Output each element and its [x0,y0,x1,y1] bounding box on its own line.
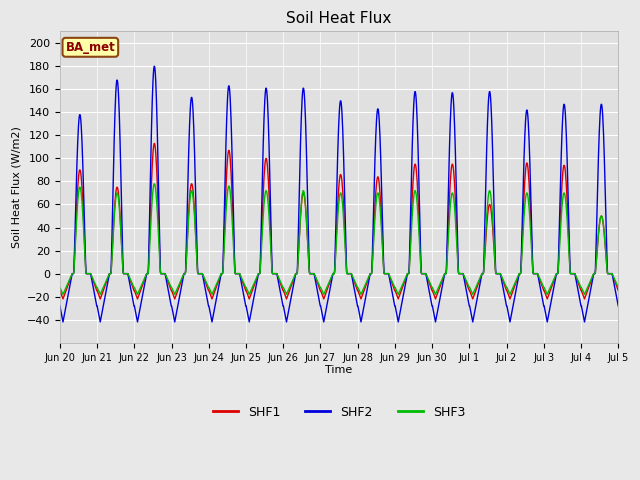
SHF2 [500,287,508,292]
Line: SHF1: SHF1 [60,144,618,299]
SHF1 [168,288,175,293]
Text: BA_met: BA_met [65,41,115,54]
SHF2 [614,303,622,309]
Line: SHF2: SHF2 [60,66,618,322]
SHF3 [243,287,251,293]
Line: SHF3: SHF3 [60,184,618,294]
SHF3 [181,271,189,276]
SHF2 [150,63,158,69]
SHF1 [549,281,557,287]
Title: Soil Heat Flux: Soil Heat Flux [286,11,392,26]
SHF2 [549,290,557,296]
SHF2 [168,303,175,309]
SHF1 [56,288,64,293]
X-axis label: Time: Time [326,365,353,375]
SHF3 [168,285,175,290]
SHF1 [181,271,189,276]
SHF3 [500,277,508,283]
SHF2 [56,303,64,309]
SHF3 [59,291,67,297]
SHF2 [181,271,189,276]
SHF1 [150,141,158,146]
SHF1 [500,279,508,285]
Y-axis label: Soil Heat Flux (W/m2): Soil Heat Flux (W/m2) [11,126,21,248]
SHF1 [59,296,67,302]
SHF2 [243,309,251,315]
Legend: SHF1, SHF2, SHF3: SHF1, SHF2, SHF3 [208,401,470,424]
SHF3 [56,285,64,290]
SHF3 [427,281,435,287]
SHF1 [427,283,435,289]
SHF3 [150,181,158,187]
SHF2 [59,319,67,325]
SHF2 [427,295,435,300]
SHF1 [614,288,622,293]
SHF3 [614,285,622,290]
SHF3 [549,279,557,285]
SHF1 [243,291,251,297]
